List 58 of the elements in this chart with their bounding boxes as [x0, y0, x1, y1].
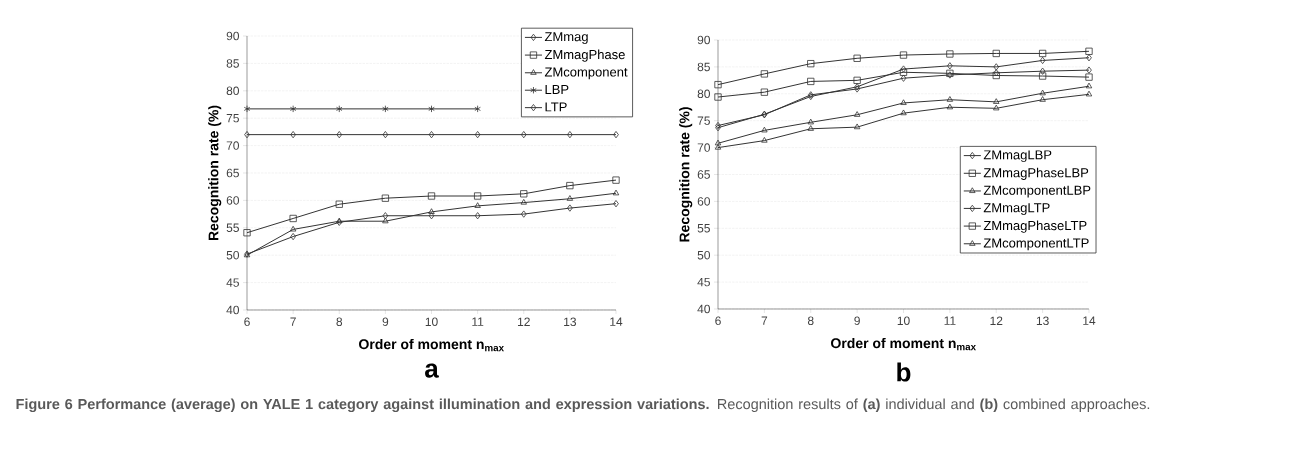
y-tick-label: 65: [697, 170, 710, 179]
x-tick-label: 10: [425, 317, 438, 327]
legend-label: ZMmag: [544, 32, 588, 44]
x-tick-label: 14: [610, 317, 623, 326]
y-tick-label: 90: [226, 31, 240, 41]
legend-label: ZMmagPhaseLTP: [983, 220, 1087, 233]
x-tick-label: 13: [564, 317, 577, 327]
legend-label: ZMmagPhase: [544, 49, 625, 62]
y-tick-label: 70: [697, 143, 711, 152]
text: a: [425, 363, 439, 378]
text: Figure 6 Performance (average) on YALE 1 category against illumination and expression variations. Recognition results of (a) individual and (b) combined approaches.: [16, 398, 1150, 413]
x-tick-label: 6: [715, 316, 721, 326]
x-tick-label: 14: [1083, 316, 1096, 325]
y-tick-label: 45: [697, 277, 710, 287]
legend-label: LBP: [545, 84, 569, 94]
legend-label: ZMcomponentLBP: [983, 185, 1091, 198]
y-tick-label: 60: [697, 197, 711, 206]
y-tick-label: 50: [226, 250, 240, 260]
y-axis-title: Recognition rate (%): [679, 107, 693, 242]
legend-label: ZMmagLTP: [983, 203, 1050, 215]
y-tick-label: 55: [697, 224, 710, 233]
x-tick-label: 9: [382, 317, 389, 327]
y-tick-label: 45: [226, 278, 239, 287]
y-tick-label: 75: [226, 114, 239, 123]
x-tick-label: 12: [517, 317, 530, 326]
y-tick-label: 85: [226, 59, 239, 68]
y-tick-label: 80: [226, 86, 240, 96]
x-tick-label: 7: [761, 316, 768, 325]
legend-label: ZMcomponentLTP: [983, 238, 1089, 251]
y-tick-label: 55: [226, 223, 239, 232]
y-tick-label: 85: [697, 62, 710, 72]
x-tick-label: 9: [854, 316, 860, 326]
y-tick-label: 80: [697, 89, 711, 99]
y-tick-label: 40: [226, 305, 240, 315]
x-tick-label: 7: [290, 317, 296, 326]
y-tick-label: 40: [697, 304, 711, 314]
x-axis-title: Order of moment n$_{max}$: [831, 337, 976, 351]
y-tick-label: 70: [226, 141, 240, 150]
y-tick-label: 65: [226, 168, 239, 178]
x-tick-label: 11: [944, 316, 956, 325]
x-tick-label: 8: [807, 316, 814, 326]
legend-label: ZMmagLBP: [983, 150, 1052, 163]
text: b: [897, 362, 911, 382]
x-tick-label: 8: [336, 317, 343, 327]
legend-label: ZMcomponent: [544, 67, 628, 80]
y-tick-label: 75: [697, 116, 710, 125]
y-tick-label: 50: [697, 250, 711, 260]
y-axis-title: Recognition rate (%): [208, 105, 222, 241]
y-tick-label: 60: [226, 196, 240, 205]
x-axis-title: Order of moment n$_{max}$: [359, 338, 504, 352]
x-tick-label: 12: [990, 316, 1003, 325]
x-tick-label: 13: [1036, 316, 1049, 326]
y-tick-label: 90: [697, 35, 711, 45]
x-tick-label: 11: [472, 317, 484, 326]
x-tick-label: 10: [897, 316, 910, 326]
legend-label: LTP: [545, 102, 567, 112]
x-tick-label: 6: [244, 317, 250, 327]
legend-label: ZMmagPhaseLBP: [983, 167, 1089, 180]
